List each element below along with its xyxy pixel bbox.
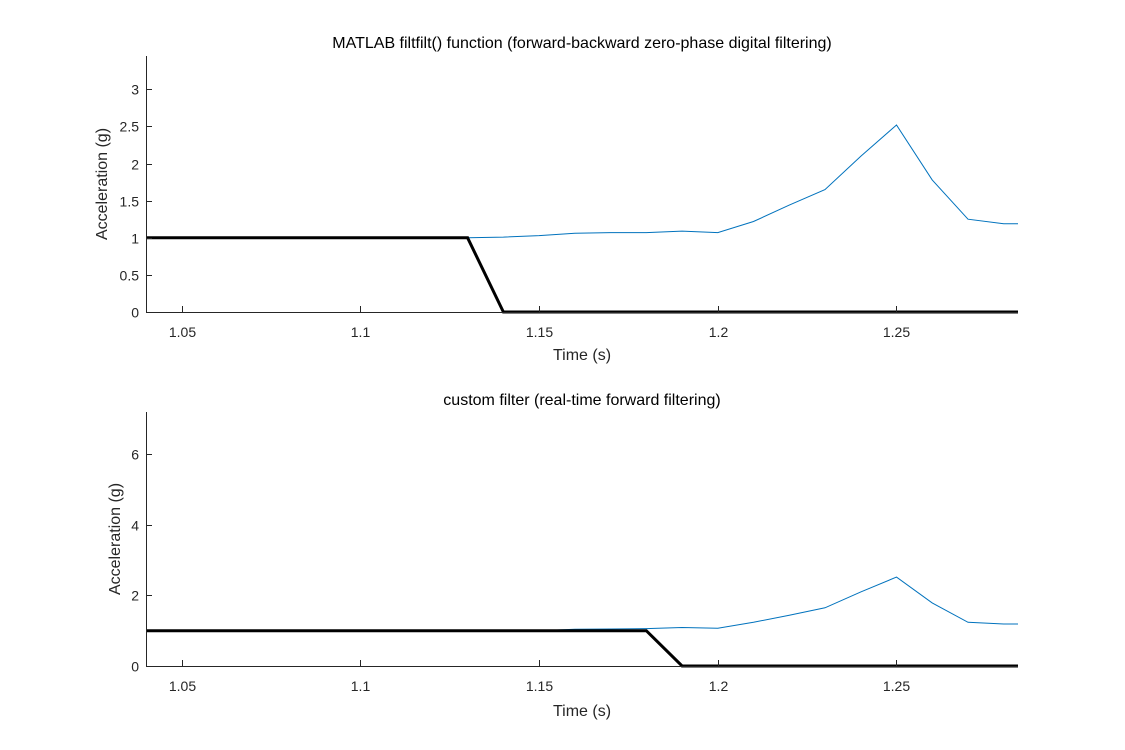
x-tick-label: 1.2 bbox=[709, 324, 729, 340]
bottom-subplot: custom filter (real-time forward filteri… bbox=[107, 392, 1018, 720]
y-tick-label: 1.5 bbox=[120, 194, 140, 210]
x-tick-label: 1.25 bbox=[883, 678, 910, 694]
x-tick-label: 1.05 bbox=[169, 678, 196, 694]
top-subplot: MATLAB filtfilt() function (forward-back… bbox=[94, 35, 1018, 364]
y-axis-label: Acceleration (g) bbox=[94, 128, 111, 240]
y-tick-label: 0 bbox=[131, 659, 139, 675]
y-tick-label: 2 bbox=[131, 157, 139, 173]
chart-title: MATLAB filtfilt() function (forward-back… bbox=[332, 35, 831, 52]
x-tick-label: 1.25 bbox=[883, 324, 910, 340]
y-tick-label: 6 bbox=[131, 447, 139, 463]
x-tick-label: 1.15 bbox=[526, 678, 553, 694]
series-line-1 bbox=[146, 124, 1018, 239]
y-tick-label: 3 bbox=[131, 82, 139, 98]
axis-ticks: 1.05 1.1 1.15 1.2 1.25 0 2 4 6 bbox=[131, 447, 910, 695]
y-axis-label: Acceleration (g) bbox=[107, 483, 124, 595]
y-tick-label: 2 bbox=[131, 588, 139, 604]
x-tick-label: 1.1 bbox=[351, 324, 371, 340]
x-axis-label: Time (s) bbox=[553, 347, 611, 364]
x-tick-label: 1.15 bbox=[526, 324, 553, 340]
axis-ticks: 1.05 1.1 1.15 1.2 1.25 0 0.5 1 1.5 2 2.5 3 bbox=[120, 82, 911, 341]
x-tick-label: 1.05 bbox=[169, 324, 196, 340]
y-tick-label: 0.5 bbox=[120, 268, 140, 284]
y-tick-label: 4 bbox=[131, 518, 139, 534]
x-axis-label: Time (s) bbox=[553, 703, 611, 720]
y-tick-label: 2.5 bbox=[120, 119, 140, 135]
x-tick-label: 1.1 bbox=[351, 678, 371, 694]
y-tick-label: 0 bbox=[131, 305, 139, 321]
series-line-1 bbox=[146, 576, 1018, 632]
chart-title: custom filter (real-time forward filteri… bbox=[443, 392, 720, 409]
x-tick-label: 1.2 bbox=[709, 678, 729, 694]
y-tick-label: 1 bbox=[131, 231, 139, 247]
